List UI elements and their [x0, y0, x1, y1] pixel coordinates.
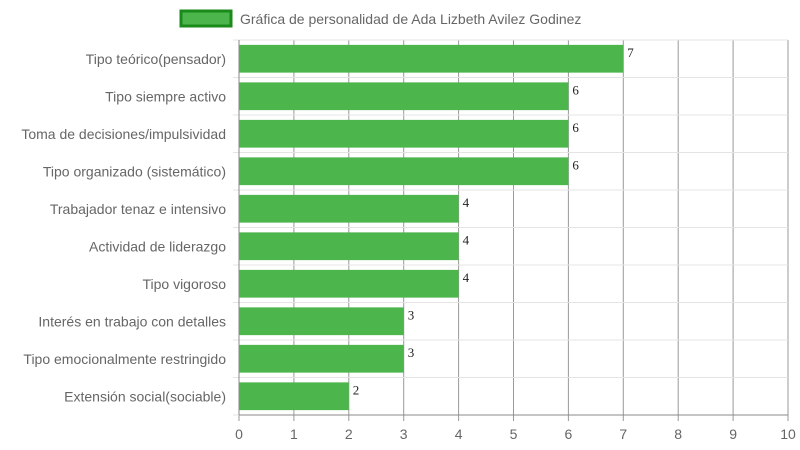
category-label: Tipo teórico(pensador) — [86, 51, 226, 67]
x-tick-label: 6 — [565, 426, 573, 442]
bar[interactable] — [239, 382, 349, 411]
bar[interactable] — [239, 344, 404, 373]
x-tick-label: 5 — [510, 426, 518, 442]
category-label: Actividad de liderazgo — [89, 238, 226, 254]
x-tick-label: 4 — [455, 426, 463, 442]
data-label: 3 — [408, 307, 415, 322]
bars — [239, 44, 624, 411]
category-label: Tipo emocionalmente restringido — [23, 351, 226, 367]
bar[interactable] — [239, 82, 569, 111]
category-label: Tipo vigoroso — [142, 276, 226, 292]
data-label: 7 — [627, 45, 634, 60]
bar[interactable] — [239, 119, 569, 148]
x-tick-label: 9 — [729, 426, 737, 442]
data-label: 6 — [572, 157, 579, 172]
data-label: 4 — [463, 232, 470, 247]
category-label: Toma de decisiones/impulsividad — [21, 126, 226, 142]
data-label: 4 — [463, 270, 470, 285]
x-tick-label: 8 — [674, 426, 682, 442]
bar[interactable] — [239, 307, 404, 336]
bar[interactable] — [239, 269, 459, 298]
x-tick-label: 2 — [345, 426, 353, 442]
data-label: 2 — [353, 382, 360, 397]
category-label: Tipo siempre activo — [105, 88, 226, 104]
category-label: Interés en trabajo con detalles — [38, 313, 226, 329]
bar[interactable] — [239, 194, 459, 223]
bar[interactable] — [239, 44, 624, 73]
labels: Tipo teórico(pensador) 7 Tipo siempre acti… — [21, 45, 796, 442]
x-tick-label: 0 — [235, 426, 243, 442]
axes — [238, 40, 788, 416]
data-label: 6 — [572, 82, 579, 97]
legend[interactable]: Gráfica de personalidad de Ada Lizbeth A… — [179, 9, 581, 28]
x-tick-label: 10 — [780, 426, 796, 442]
data-label: 3 — [408, 345, 415, 360]
bar[interactable] — [239, 157, 569, 186]
category-label: Extensión social(sociable) — [64, 388, 226, 404]
category-label: Trabajador tenaz e intensivo — [50, 201, 226, 217]
legend-label[interactable]: Gráfica de personalidad de Ada Lizbeth A… — [240, 11, 581, 27]
x-tick-label: 1 — [290, 426, 298, 442]
bar[interactable] — [239, 232, 459, 261]
x-tick-label: 7 — [619, 426, 627, 442]
data-label: 4 — [463, 195, 470, 210]
x-tick-label: 3 — [400, 426, 408, 442]
data-label: 6 — [572, 120, 579, 135]
legend-swatch[interactable] — [179, 9, 233, 28]
category-label: Tipo organizado (sistemático) — [43, 163, 226, 179]
